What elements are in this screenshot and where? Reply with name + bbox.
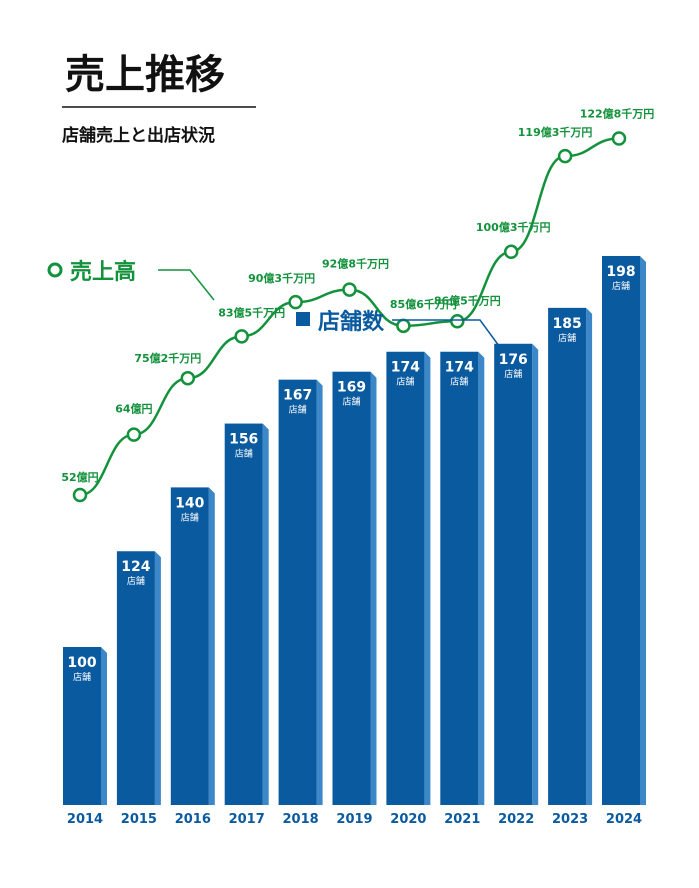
- bar-side: [424, 351, 431, 805]
- x-tick-label: 2020: [390, 812, 426, 827]
- bar: [440, 351, 479, 805]
- bar-value-label: 169: [337, 380, 366, 396]
- x-tick-label: 2016: [175, 812, 211, 827]
- bar-value-label: 198: [606, 264, 635, 280]
- legend-bar-leader: [392, 319, 503, 351]
- bar-value-label: 100: [67, 655, 96, 671]
- x-tick-label: 2017: [229, 812, 265, 827]
- bar: [386, 351, 425, 805]
- bar: [494, 343, 533, 805]
- sales-point: [503, 244, 519, 260]
- bar: [224, 423, 263, 805]
- bar-unit-label: 店舗: [396, 376, 414, 388]
- bar-unit-label: 店舗: [558, 332, 576, 344]
- x-tick-label: 2015: [121, 812, 157, 827]
- legend-bar-marker: [296, 312, 310, 326]
- sales-point: [72, 487, 88, 503]
- bar: [332, 371, 371, 805]
- sales-value-label: 83億5千万円: [218, 305, 285, 319]
- bar: [602, 255, 640, 806]
- bar-side: [532, 343, 539, 805]
- bar-side: [640, 255, 646, 806]
- sales-value-label: 119億3千万円: [518, 125, 593, 139]
- legend-line-marker: [47, 262, 63, 278]
- bar-side: [478, 351, 485, 805]
- x-tick-label: 2024: [606, 812, 642, 827]
- x-tick-label: 2019: [336, 812, 372, 827]
- sales-value-label: 85億6千万円: [390, 297, 457, 311]
- sales-value-label: 75億2千万円: [134, 351, 201, 365]
- bar-value-label: 185: [552, 316, 581, 332]
- x-tick-label: 2022: [498, 812, 534, 827]
- x-tick-label: 2021: [444, 812, 480, 827]
- bar-unit-label: 店舗: [504, 368, 522, 380]
- bar-unit-label: 店舗: [450, 376, 468, 388]
- bar-unit-label: 店舗: [127, 575, 145, 587]
- bar-unit-label: 店舗: [73, 671, 91, 683]
- sales-point: [611, 131, 627, 146]
- sales-point: [342, 282, 357, 297]
- sales-value-label: 100億3千万円: [476, 220, 551, 234]
- sales-point: [180, 370, 196, 386]
- bar-side: [154, 551, 161, 805]
- bar-value-label: 174: [391, 360, 420, 376]
- sales-value-label: 122億8千万円: [580, 107, 655, 121]
- bar-side: [316, 379, 323, 805]
- bar-unit-label: 店舗: [235, 448, 253, 460]
- sales-value-label: 92億8千万円: [322, 257, 389, 271]
- x-tick-label: 2018: [283, 812, 319, 827]
- bar-value-label: 156: [229, 432, 258, 448]
- bar-unit-label: 店舗: [342, 396, 360, 408]
- bar-value-label: 174: [445, 360, 474, 376]
- bar-side: [370, 371, 377, 805]
- bar: [170, 487, 209, 805]
- legend-bar-label: 店舗数: [318, 309, 385, 335]
- bar-side: [101, 647, 107, 805]
- chart-title: 売上推移: [65, 51, 225, 98]
- x-tick-label: 2014: [67, 812, 103, 827]
- legend-line-leader: [158, 269, 215, 301]
- bar: [63, 647, 101, 805]
- sales-value-label: 86億5千万円: [434, 293, 501, 307]
- sales-value-label: 90億3千万円: [248, 271, 315, 285]
- bar-side: [262, 423, 269, 805]
- x-axis-labels: 2014 2015 2016 2017 2018 2019 2020 2021 2022 2023…: [67, 812, 642, 827]
- chart-subtitle: 店舗売上と出店状況: [62, 125, 215, 146]
- legend-line-label: 売上高: [70, 259, 136, 285]
- bar-value-label: 167: [283, 388, 312, 404]
- bar-unit-label: 店舗: [181, 511, 199, 523]
- bar: [116, 551, 155, 805]
- bar-side: [208, 487, 215, 805]
- sales-point: [126, 427, 142, 442]
- x-tick-label: 2023: [552, 812, 588, 827]
- bar-side: [586, 307, 593, 805]
- bar-value-label: 140: [175, 495, 204, 511]
- bar-value-label: 176: [499, 352, 528, 368]
- sales-point: [557, 148, 573, 164]
- bar: [548, 307, 587, 805]
- line-series: 52億円 64億円 75億2千万円 83億5千万円 90億3千万円 92億8千万円 85億6…: [61, 107, 655, 503]
- sales-point: [234, 329, 249, 344]
- bar-series: 100店舗124店舗140店舗156店舗167店舗169店舗174店舗174店舗…: [63, 255, 646, 806]
- bar-unit-label: 店舗: [289, 404, 307, 416]
- bar: [278, 379, 317, 805]
- sales-value-label: 52億円: [61, 470, 98, 484]
- sales-point: [288, 294, 303, 310]
- bar-value-label: 124: [121, 559, 150, 575]
- sales-point: [396, 318, 411, 334]
- bar-unit-label: 店舗: [612, 280, 630, 292]
- sales-point: [450, 314, 465, 329]
- sales-value-label: 64億円: [115, 402, 152, 416]
